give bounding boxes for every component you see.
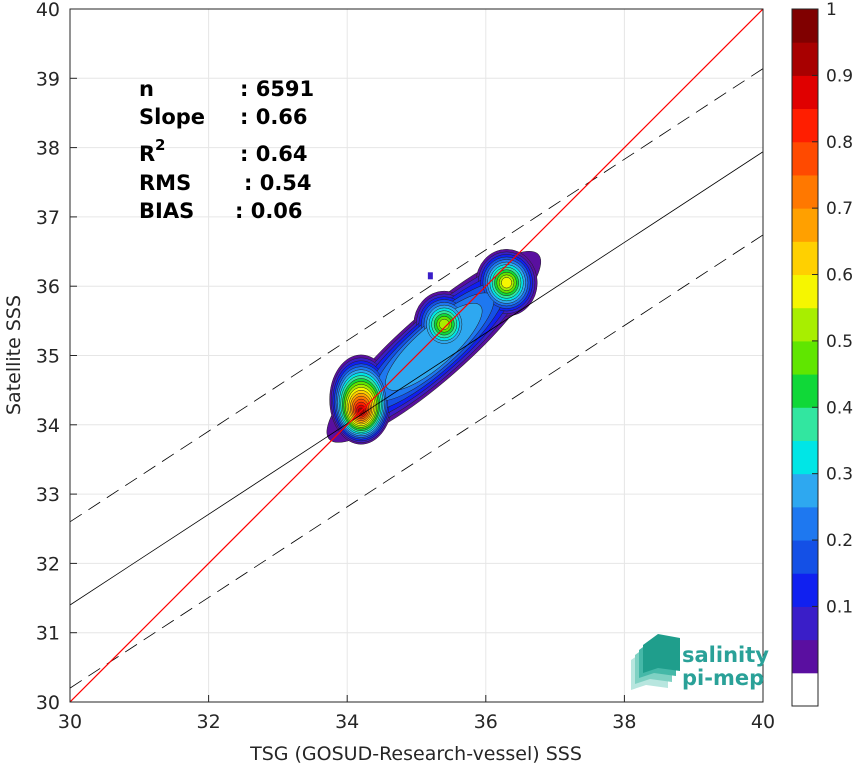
envelope-line: [70, 234, 763, 689]
colorbar-tick-label: 0.7: [826, 199, 853, 219]
colorbar-segment: [792, 9, 818, 43]
colorbar-segment: [792, 374, 818, 408]
y-tick-label: 36: [36, 276, 60, 298]
y-tick-label: 40: [36, 0, 60, 21]
envelope-line: [70, 68, 763, 523]
stat-r2-value: : 0.64: [240, 142, 308, 166]
stat-slope-value: : 0.66: [240, 105, 308, 129]
salinity-logo: salinity pi-mep: [631, 634, 769, 690]
colorbar-tick-label: 0.8: [826, 133, 853, 153]
stat-bias-label: BIAS: [139, 199, 194, 223]
colorbar-segment: [792, 75, 818, 110]
stat-n-label: n: [139, 77, 154, 101]
stat-slope-label: Slope: [139, 105, 205, 129]
contour-peak: [501, 277, 512, 289]
stats-block: n : 6591 Slope : 0.66 R 2 : 0.64 RMS : 0…: [139, 77, 314, 223]
axis-ticks: 30 32 34 36 38 40 30 31 32 33 34 35 36 37 38 39 40: [36, 0, 775, 733]
x-tick-label: 40: [751, 711, 775, 733]
y-tick-label: 38: [36, 138, 60, 160]
colorbar-segment: [792, 307, 818, 342]
y-tick-label: 39: [36, 68, 60, 90]
stat-r2-superscript: 2: [155, 136, 165, 154]
colorbar: 0.1 0.2 0.3 0.4 0.5 0.6 0.7 0.8 0.9 1: [791, 0, 853, 707]
stat-rms-label: RMS: [139, 171, 191, 195]
logo-text-pimep: pi-mep: [682, 666, 764, 690]
y-tick-label: 30: [36, 692, 60, 714]
logo-text-salinity: salinity: [682, 643, 769, 667]
identity-line: [70, 9, 763, 702]
colorbar-segment: [792, 108, 818, 143]
colorbar-tick-label: 0.9: [826, 66, 853, 86]
stat-rms-value: : 0.54: [244, 171, 312, 195]
colorbar-tick-label: 0.1: [826, 597, 853, 617]
colorbar-segment: [792, 540, 818, 574]
fit-lines: [70, 9, 763, 702]
colorbar-tick-label: 0.4: [826, 398, 853, 418]
stat-r2-label: R: [139, 142, 155, 166]
grid-lines: [69, 8, 764, 703]
y-tick-label: 34: [36, 415, 60, 437]
colorbar-segment: [792, 440, 818, 475]
colorbar-segment: [792, 639, 818, 674]
colorbar-segment: [792, 340, 818, 375]
y-tick-label: 37: [36, 207, 60, 229]
colorbar-segment: [792, 407, 818, 441]
colorbar-tick-label: 0.2: [826, 531, 853, 551]
x-tick-label: 34: [335, 711, 359, 733]
colorbar-segment: [792, 606, 818, 641]
y-tick-label: 33: [36, 484, 60, 506]
x-tick-label: 30: [58, 711, 82, 733]
colorbar-tick-label: 1: [826, 0, 837, 20]
colorbar-tick-label: 0.6: [826, 266, 853, 286]
x-axis-label: TSG (GOSUD-Research-vessel) SSS: [249, 743, 582, 765]
y-tick-label: 32: [36, 553, 60, 575]
colorbar-segment: [792, 274, 818, 309]
regression-line: [70, 151, 763, 606]
colorbar-segment: [792, 174, 818, 209]
y-axis-label: Satellite SSS: [3, 295, 25, 415]
colorbar-segment: [792, 473, 818, 508]
x-tick-label: 38: [612, 711, 636, 733]
colorbar-frame: [791, 8, 819, 707]
wave-logo-icon: [631, 634, 680, 690]
contour-peak: [438, 318, 450, 330]
colorbar-tick-label: 0.3: [826, 465, 853, 485]
stat-bias-value: : 0.06: [235, 199, 303, 223]
colorbar-segment: [792, 506, 818, 541]
colorbar-segment: [792, 42, 818, 76]
colorbar-segment: [792, 672, 818, 707]
density-contours: [326, 249, 542, 445]
colorbar-segment: [792, 208, 818, 242]
colorbar-tick-label: 0.5: [826, 332, 853, 352]
stat-n-value: : 6591: [240, 77, 314, 101]
colorbar-segment: [792, 573, 818, 607]
y-tick-label: 31: [36, 623, 60, 645]
x-tick-label: 32: [197, 711, 221, 733]
colorbar-segment: [792, 241, 818, 276]
y-tick-label: 35: [36, 346, 60, 368]
x-tick-label: 36: [474, 711, 498, 733]
colorbar-segment: [792, 141, 818, 176]
outlier-point: [427, 272, 433, 280]
